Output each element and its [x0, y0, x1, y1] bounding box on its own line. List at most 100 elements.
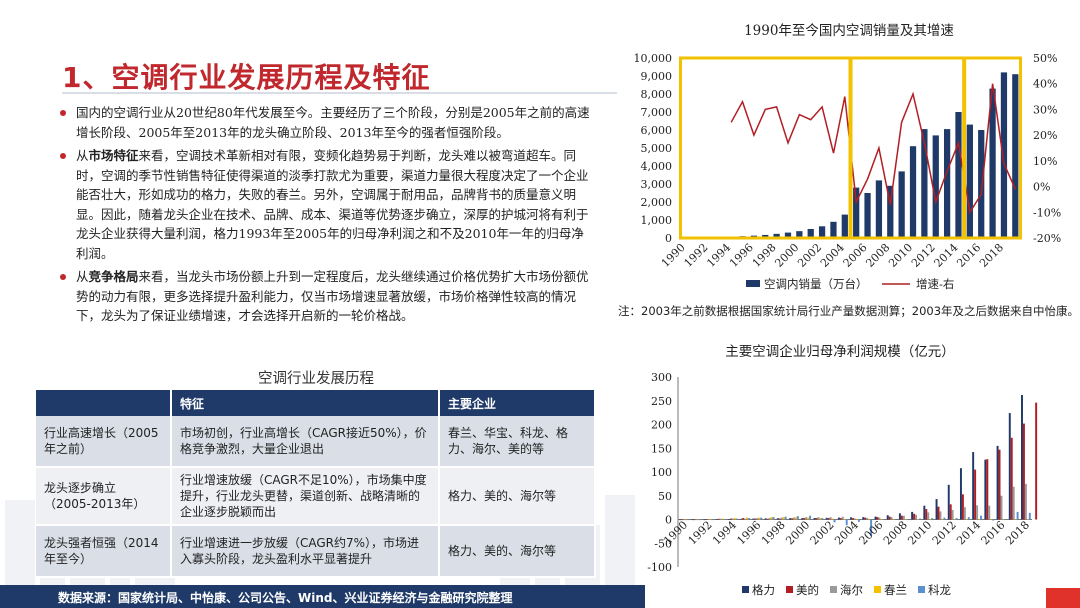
y-tick-label: -100: [647, 561, 672, 574]
y-left-tick-label: 2,000: [641, 196, 673, 209]
profit-bar-科龙: [772, 517, 775, 520]
profit-bar-美的: [827, 518, 830, 520]
sales-bar: [932, 135, 939, 238]
companies-cell: 春兰、华宝、科龙、格力、海尔、美的等: [439, 416, 596, 468]
profit-bar-科龙: [857, 519, 860, 522]
bullet-prefix: 从: [76, 148, 89, 163]
bullet-text: 来看，当龙头市场份额上升到一定程度后，龙头继续通过价格优势扩大市场份额优势的动力…: [76, 269, 589, 323]
y-left-tick-label: 3,000: [641, 178, 673, 191]
profit-bar-格力: [752, 518, 755, 520]
stage-cell: 行业高速增长（2005年之前）: [36, 416, 172, 468]
sales-bar: [887, 185, 894, 238]
profit-bar-海尔: [890, 517, 893, 520]
stage-cell: 龙头强者恒强（2014年至今）: [36, 525, 172, 578]
bullet-item: 国内的空调行业从20世纪80年代发展至今。主要经历了三个阶段，分别是2005年之…: [50, 103, 595, 142]
profit-bar-格力: [923, 505, 926, 520]
profit-bar-科龙: [894, 519, 897, 520]
profit-bar-科龙: [1004, 519, 1007, 520]
profit-bar-海尔: [878, 517, 881, 520]
profit-bar-格力: [691, 519, 694, 521]
bullet-item: 从市场特征来看，空调技术革新相对有限，变频化趋势易于判断，龙头难以被弯道超车。同…: [50, 146, 595, 263]
profit-bar-格力: [935, 499, 938, 520]
profit-bar-美的: [998, 449, 1001, 520]
profit-bar-海尔: [805, 517, 808, 520]
profit-bar-格力: [789, 518, 792, 520]
profit-bar-美的: [839, 518, 842, 520]
profit-bar-海尔: [902, 515, 905, 520]
sales-bar: [841, 214, 848, 238]
profit-bar-科龙: [918, 518, 921, 520]
profit-bar-海尔: [829, 517, 832, 520]
y-left-tick-label: 7,000: [641, 106, 673, 119]
sales-bar: [762, 234, 769, 238]
profit-bar-美的: [961, 494, 964, 520]
profit-bar-科龙: [833, 519, 836, 523]
period-highlight-box: [963, 56, 1022, 240]
y-tick-label: 200: [651, 419, 672, 432]
chart-title: 主要空调企业归母净利润规模（亿元）: [725, 343, 955, 360]
x-tick-label: 2018: [977, 241, 1006, 270]
profit-bar-海尔: [1024, 483, 1027, 520]
y-right-tick-label: 30%: [1033, 103, 1057, 116]
profit-bar-格力: [813, 518, 816, 520]
legend-label-growth: 增速-右: [916, 277, 954, 291]
sales-bar: [1000, 72, 1008, 239]
x-tick-label: 1996: [734, 518, 763, 547]
profit-bar-美的: [986, 459, 989, 520]
profit-bar-美的: [681, 519, 684, 521]
growth-line: [730, 83, 1016, 215]
x-tick-label: 1998: [759, 518, 788, 547]
sales-bar: [1012, 74, 1019, 238]
profit-bar-美的: [778, 518, 781, 520]
profit-bar-科龙: [809, 515, 812, 520]
x-tick-label: 2014: [932, 241, 961, 270]
y-left-tick-label: 1,000: [641, 214, 673, 227]
sales-bar: [818, 226, 826, 238]
profit-bar-格力: [679, 519, 682, 521]
y-left-tick-label: 10,000: [634, 52, 673, 65]
y-tick-label: 300: [651, 371, 672, 384]
sales-bar: [921, 129, 928, 238]
profit-bar-春兰: [807, 517, 810, 520]
profit-bar-春兰: [733, 518, 736, 520]
profit-bar-格力: [703, 519, 706, 521]
profit-bar-海尔: [939, 511, 942, 520]
profit-bar-科龙: [821, 518, 824, 520]
profit-bar-科龙: [735, 518, 738, 520]
y-left-tick-label: 9,000: [641, 70, 673, 83]
profit-bar-海尔: [683, 519, 686, 521]
x-tick-label: 2004: [832, 518, 861, 547]
profit-bar-科龙: [943, 517, 946, 520]
profit-bar-春兰: [929, 519, 932, 520]
profit-bar-春兰: [1026, 519, 1029, 521]
bullet-dot-icon: [60, 274, 66, 280]
source-bar: [0, 585, 645, 608]
sales-bar: [989, 88, 996, 238]
x-tick-label: 1992: [682, 241, 711, 270]
profit-bar-科龙: [992, 519, 995, 521]
profit-bar-海尔: [963, 507, 966, 520]
profit-bar-科龙: [723, 519, 726, 520]
profit-bar-春兰: [978, 519, 980, 521]
profit-bar-美的: [937, 506, 940, 520]
profit-bar-海尔: [841, 516, 844, 520]
legend-label: 科龙: [928, 583, 951, 597]
profit-bar-格力: [1008, 413, 1011, 520]
bullet-prefix: 从: [76, 269, 89, 284]
profit-bar-春兰: [758, 517, 761, 520]
x-tick-label: 1990: [659, 241, 688, 270]
period-highlight-box: [679, 56, 852, 240]
legend-swatch-sales: [746, 280, 760, 287]
y-tick-label: 50: [658, 490, 672, 503]
sales-bar: [864, 193, 871, 238]
profit-bar-美的: [693, 519, 696, 521]
profit-bar-科龙: [687, 519, 689, 521]
profit-bar-海尔: [817, 517, 820, 520]
profit-bar-春兰: [709, 519, 712, 520]
profit-bar-格力: [1021, 395, 1023, 520]
x-tick-label: 2010: [905, 518, 934, 547]
profit-bar-美的: [815, 518, 818, 520]
profit-bar-春兰: [819, 518, 822, 520]
profit-bar-美的: [949, 504, 952, 520]
sales-growth-chart: 1990年至今国内空调销量及其增速 0 1,000 2,000 3,000 4,000 5,…: [634, 23, 1062, 291]
